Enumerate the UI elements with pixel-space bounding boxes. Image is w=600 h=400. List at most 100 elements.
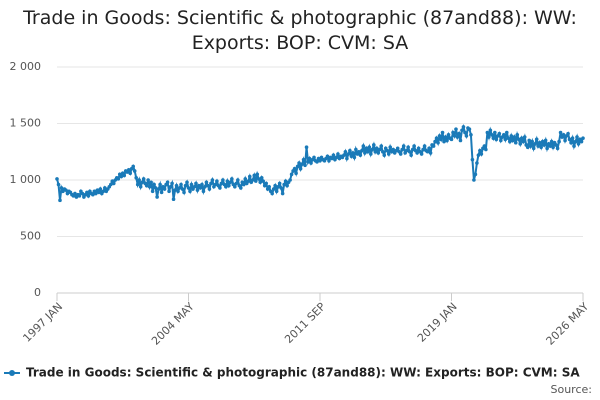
data-point xyxy=(407,149,412,154)
data-point xyxy=(259,175,264,180)
x-tick-label: 2011 SEP xyxy=(282,300,328,346)
data-point xyxy=(234,181,239,186)
data-point xyxy=(304,145,309,150)
data-point xyxy=(343,149,348,154)
data-point xyxy=(336,152,340,156)
data-point xyxy=(156,187,161,191)
data-point xyxy=(126,168,131,172)
data-point xyxy=(357,149,361,154)
data-point xyxy=(134,175,138,180)
data-point xyxy=(470,157,475,162)
data-point xyxy=(522,135,527,139)
data-point xyxy=(108,182,113,187)
data-point xyxy=(576,142,581,146)
data-point xyxy=(258,180,263,185)
data-point xyxy=(306,160,310,164)
data-point xyxy=(215,179,219,183)
data-point xyxy=(460,128,464,133)
data-point xyxy=(531,146,536,151)
data-point xyxy=(189,182,194,187)
data-point xyxy=(288,178,292,182)
series-line xyxy=(56,123,584,201)
data-point xyxy=(569,140,573,145)
data-point xyxy=(170,181,174,186)
data-point xyxy=(534,137,539,142)
data-point xyxy=(382,153,387,157)
data-point xyxy=(573,139,578,144)
data-point xyxy=(537,140,542,145)
data-point xyxy=(111,181,116,186)
data-point xyxy=(579,139,584,144)
x-tick-label: 1997 JAN xyxy=(20,300,65,345)
data-point xyxy=(445,138,449,143)
data-point xyxy=(581,136,585,140)
data-point xyxy=(360,148,364,153)
data-point xyxy=(94,191,98,196)
data-point xyxy=(233,184,237,189)
data-point xyxy=(103,186,107,190)
data-point xyxy=(391,147,396,152)
x-tick-label: 2004 MAY xyxy=(149,300,197,348)
data-point xyxy=(312,155,316,160)
data-point xyxy=(58,198,62,203)
data-point xyxy=(545,146,549,151)
data-point xyxy=(367,145,372,150)
chart-title: Trade in Goods: Scientific & photographi… xyxy=(23,7,577,54)
data-point xyxy=(476,153,481,157)
data-point xyxy=(204,180,209,185)
data-point xyxy=(56,182,61,187)
data-point xyxy=(273,183,277,188)
data-point xyxy=(551,145,555,150)
data-point xyxy=(300,162,304,166)
data-point xyxy=(566,131,570,136)
data-point xyxy=(183,183,188,188)
data-point xyxy=(345,156,349,161)
data-point xyxy=(415,151,419,155)
data-point xyxy=(85,190,89,195)
data-point xyxy=(73,191,77,196)
data-point xyxy=(101,189,106,194)
data-point xyxy=(213,182,218,187)
data-point xyxy=(463,130,467,135)
data-point xyxy=(294,171,298,176)
data-point xyxy=(334,155,339,160)
data-point xyxy=(469,133,473,137)
data-point xyxy=(253,179,258,183)
data-point xyxy=(443,135,448,139)
data-point xyxy=(132,169,137,173)
data-point xyxy=(289,172,294,177)
data-point xyxy=(351,151,355,155)
data-point xyxy=(364,146,369,151)
data-point xyxy=(349,154,354,159)
data-point xyxy=(243,177,248,181)
data-point xyxy=(563,138,567,143)
data-point xyxy=(425,149,430,154)
data-point xyxy=(274,189,279,194)
data-point xyxy=(464,134,469,138)
data-point xyxy=(554,143,558,147)
data-point xyxy=(64,188,68,192)
data-point xyxy=(475,161,479,165)
data-point xyxy=(493,130,497,135)
data-point xyxy=(195,188,200,192)
data-point xyxy=(155,195,159,199)
data-point xyxy=(309,161,313,165)
data-point xyxy=(271,187,276,191)
data-point xyxy=(147,184,152,189)
data-point xyxy=(298,166,303,171)
data-point xyxy=(270,191,274,196)
data-point xyxy=(485,130,490,135)
data-point xyxy=(185,180,189,185)
data-point xyxy=(400,147,404,152)
data-point xyxy=(91,192,95,197)
data-point xyxy=(454,127,458,131)
data-point xyxy=(527,138,532,143)
data-point xyxy=(369,152,373,156)
data-point xyxy=(433,139,437,144)
data-point xyxy=(352,155,357,160)
data-point xyxy=(218,186,222,190)
data-point xyxy=(261,179,266,183)
data-point xyxy=(135,182,140,187)
data-point xyxy=(478,148,482,153)
